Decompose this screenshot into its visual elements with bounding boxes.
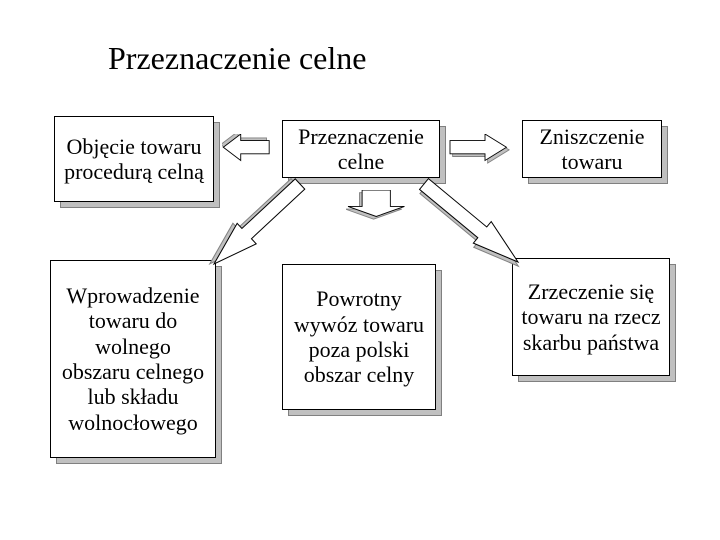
box-face: Zniszczenie towaru bbox=[522, 120, 662, 178]
box-label: Powrotny wywóz towaru poza polski obszar… bbox=[291, 286, 427, 387]
box-label: Zrzeczenie się towaru na rzecz skarbu pa… bbox=[521, 279, 661, 355]
box-powrotny: Powrotny wywóz towaru poza polski obszar… bbox=[282, 264, 442, 416]
box-face: Objęcie towaru procedurą celną bbox=[54, 116, 214, 202]
box-label: Zniszczenie towaru bbox=[531, 124, 653, 175]
arrow-down-icon bbox=[346, 190, 410, 220]
arrow-right-icon bbox=[448, 134, 512, 164]
arrow-down-right-icon bbox=[404, 164, 538, 282]
page-title: Przeznaczenie celne bbox=[108, 40, 366, 77]
box-face: Powrotny wywóz towaru poza polski obszar… bbox=[282, 264, 436, 410]
box-zniszczenie: Zniszczenie towaru bbox=[522, 120, 668, 184]
box-wprowadzenie: Wprowadzenie towaru do wolnego obszaru c… bbox=[50, 260, 222, 464]
box-label: Wprowadzenie towaru do wolnego obszaru c… bbox=[59, 283, 207, 435]
box-label: Objęcie towaru procedurą celną bbox=[63, 134, 205, 185]
box-face: Wprowadzenie towaru do wolnego obszaru c… bbox=[50, 260, 216, 458]
arrow-down-left-icon bbox=[194, 164, 320, 284]
arrow-left-icon bbox=[222, 134, 274, 164]
